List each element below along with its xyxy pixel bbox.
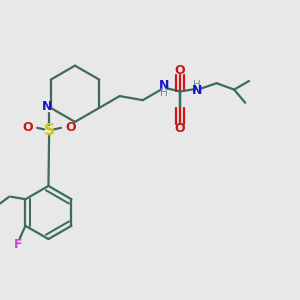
- Text: S: S: [44, 123, 55, 138]
- Text: H: H: [160, 88, 167, 98]
- Text: O: O: [175, 64, 185, 77]
- Text: O: O: [66, 121, 76, 134]
- Text: O: O: [22, 121, 32, 134]
- Text: N: N: [42, 100, 52, 113]
- Text: N: N: [192, 84, 202, 97]
- Text: O: O: [175, 122, 185, 135]
- Text: H: H: [193, 80, 201, 90]
- Text: F: F: [14, 238, 23, 251]
- Text: N: N: [158, 80, 169, 92]
